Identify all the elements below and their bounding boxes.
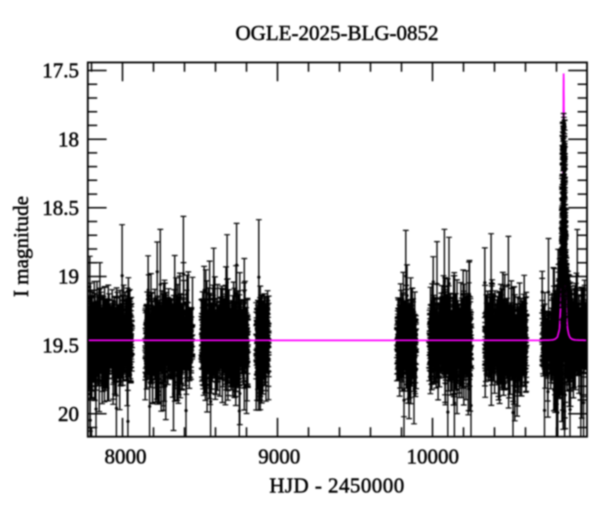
svg-text:9000: 9000 [258,445,300,469]
svg-text:19.5: 19.5 [42,333,79,357]
svg-text:OGLE-2025-BLG-0852: OGLE-2025-BLG-0852 [236,21,439,45]
svg-text:20: 20 [58,402,79,426]
svg-text:10000: 10000 [407,445,460,469]
svg-text:17.5: 17.5 [42,59,79,83]
svg-text:19: 19 [58,265,79,289]
svg-text:18: 18 [58,127,79,151]
svg-text:18.5: 18.5 [42,196,79,220]
svg-text:I magnitude: I magnitude [9,196,33,297]
svg-text:8000: 8000 [105,445,147,469]
svg-text:HJD - 2450000: HJD - 2450000 [269,474,404,498]
